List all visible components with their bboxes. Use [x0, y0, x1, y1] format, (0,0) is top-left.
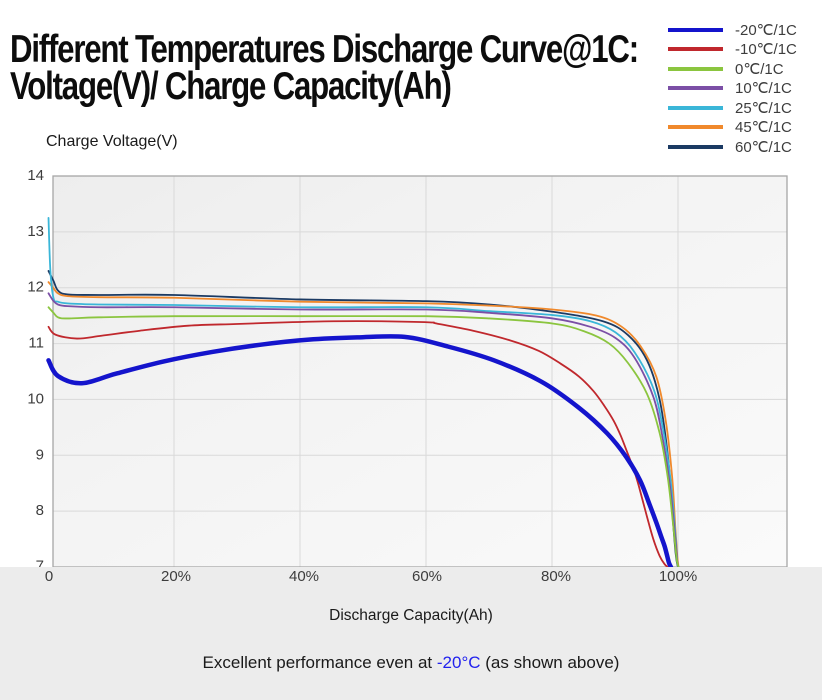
svg-text:8: 8	[36, 502, 44, 519]
svg-text:9: 9	[36, 446, 44, 463]
svg-text:20%: 20%	[161, 568, 191, 585]
svg-text:60%: 60%	[412, 568, 442, 585]
svg-text:100%: 100%	[659, 568, 697, 585]
svg-text:0: 0	[45, 568, 53, 585]
svg-text:14: 14	[27, 167, 44, 184]
svg-text:13: 13	[27, 223, 44, 240]
svg-text:11: 11	[28, 335, 44, 352]
svg-text:10: 10	[27, 390, 44, 407]
svg-text:80%: 80%	[541, 568, 571, 585]
svg-text:12: 12	[27, 279, 44, 296]
svg-text:40%: 40%	[289, 568, 319, 585]
